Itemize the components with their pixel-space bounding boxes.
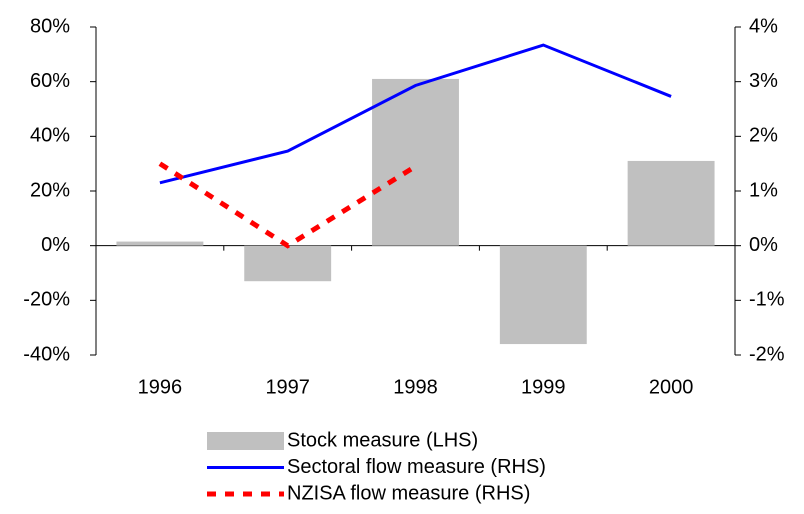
y-tick-label: 40% bbox=[30, 125, 70, 147]
line bbox=[159, 43, 672, 185]
y2-tick-label: 4% bbox=[749, 15, 778, 37]
y-tick-label: 0% bbox=[41, 234, 70, 256]
y2-tick-label: -1% bbox=[749, 289, 785, 311]
legend-label: NZISA flow measure (RHS) bbox=[287, 482, 530, 504]
x-tick-label: 1996 bbox=[138, 376, 183, 398]
y2-tick-label: 0% bbox=[749, 234, 778, 256]
y2-tick-label: 1% bbox=[749, 179, 778, 201]
line bbox=[158, 161, 417, 249]
x-tick-label: 2000 bbox=[649, 376, 694, 398]
bar bbox=[116, 241, 204, 246]
y-tick-label: -40% bbox=[23, 343, 70, 365]
legend-label: Stock measure (LHS) bbox=[287, 429, 478, 451]
bar bbox=[499, 245, 587, 345]
bar bbox=[244, 245, 332, 282]
y2-tick-label: 2% bbox=[749, 125, 778, 147]
x-tick-label: 1997 bbox=[265, 376, 310, 398]
legend-swatch bbox=[207, 432, 284, 450]
y-tick-label: 20% bbox=[30, 179, 70, 201]
y2-tick-label: -2% bbox=[749, 343, 785, 365]
bar bbox=[627, 160, 715, 246]
y-tick-label: -20% bbox=[23, 289, 70, 311]
y-tick-label: 80% bbox=[30, 15, 70, 37]
y-tick-label: 60% bbox=[30, 70, 70, 92]
y2-tick-label: 3% bbox=[749, 70, 778, 92]
x-tick-label: 1998 bbox=[393, 376, 438, 398]
bar bbox=[372, 78, 459, 246]
x-tick-label: 1999 bbox=[521, 376, 566, 398]
legend-label: Sectoral flow measure (RHS) bbox=[287, 456, 546, 478]
